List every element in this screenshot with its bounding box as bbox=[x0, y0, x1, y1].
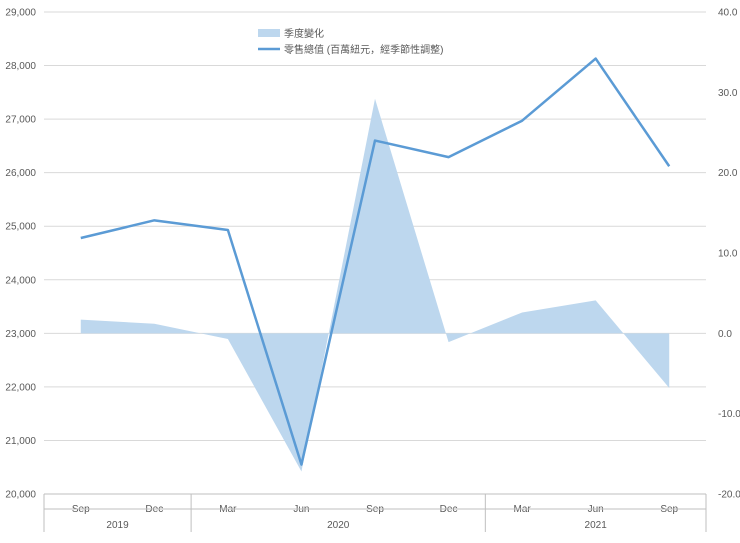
y-right-tick-label: 10.0 bbox=[718, 249, 738, 260]
y-left-tick-label: 28,000 bbox=[5, 61, 36, 72]
y-right-tick-label: -10.0 bbox=[718, 409, 740, 420]
y-right-tick-label: -20.0 bbox=[718, 490, 740, 501]
line-series bbox=[80, 57, 671, 466]
legend: 季度變化 零售總值 (百萬紐元，經季節性調整) bbox=[258, 27, 443, 56]
y-left-tick-label: 29,000 bbox=[5, 8, 36, 19]
x-group-label: 2021 bbox=[585, 520, 608, 531]
axes: 20,000 21,000 22,000 23,000 24,000 25,000 26,0… bbox=[5, 8, 740, 532]
y-left-tick-label: 26,000 bbox=[5, 168, 36, 179]
y-left-tick-label: 25,000 bbox=[5, 222, 36, 233]
line-series-retail-total bbox=[80, 57, 671, 466]
y-left-tick-label: 20,000 bbox=[5, 490, 36, 501]
y-right-tick-label: 20.0 bbox=[718, 168, 738, 179]
y-right-tick-label: 40.0 bbox=[718, 8, 738, 19]
y-left-tick-label: 24,000 bbox=[5, 275, 36, 286]
legend-label-area: 季度變化 bbox=[284, 27, 324, 40]
y-left-tick-label: 21,000 bbox=[5, 436, 36, 447]
x-group-label: 2020 bbox=[327, 520, 350, 531]
area-series bbox=[80, 98, 670, 472]
y-right-tick-label: 30.0 bbox=[718, 88, 738, 99]
legend-swatch-area bbox=[258, 29, 280, 37]
x-group-label: 2019 bbox=[106, 520, 129, 531]
y-left-tick-label: 27,000 bbox=[5, 115, 36, 126]
y-right-tick-label: 0.0 bbox=[718, 329, 732, 340]
area-series-quarterly-change bbox=[80, 98, 670, 472]
y-left-tick-label: 23,000 bbox=[5, 329, 36, 340]
y-left-tick-label: 22,000 bbox=[5, 382, 36, 393]
legend-label-line: 零售總值 (百萬紐元，經季節性調整) bbox=[284, 43, 443, 56]
